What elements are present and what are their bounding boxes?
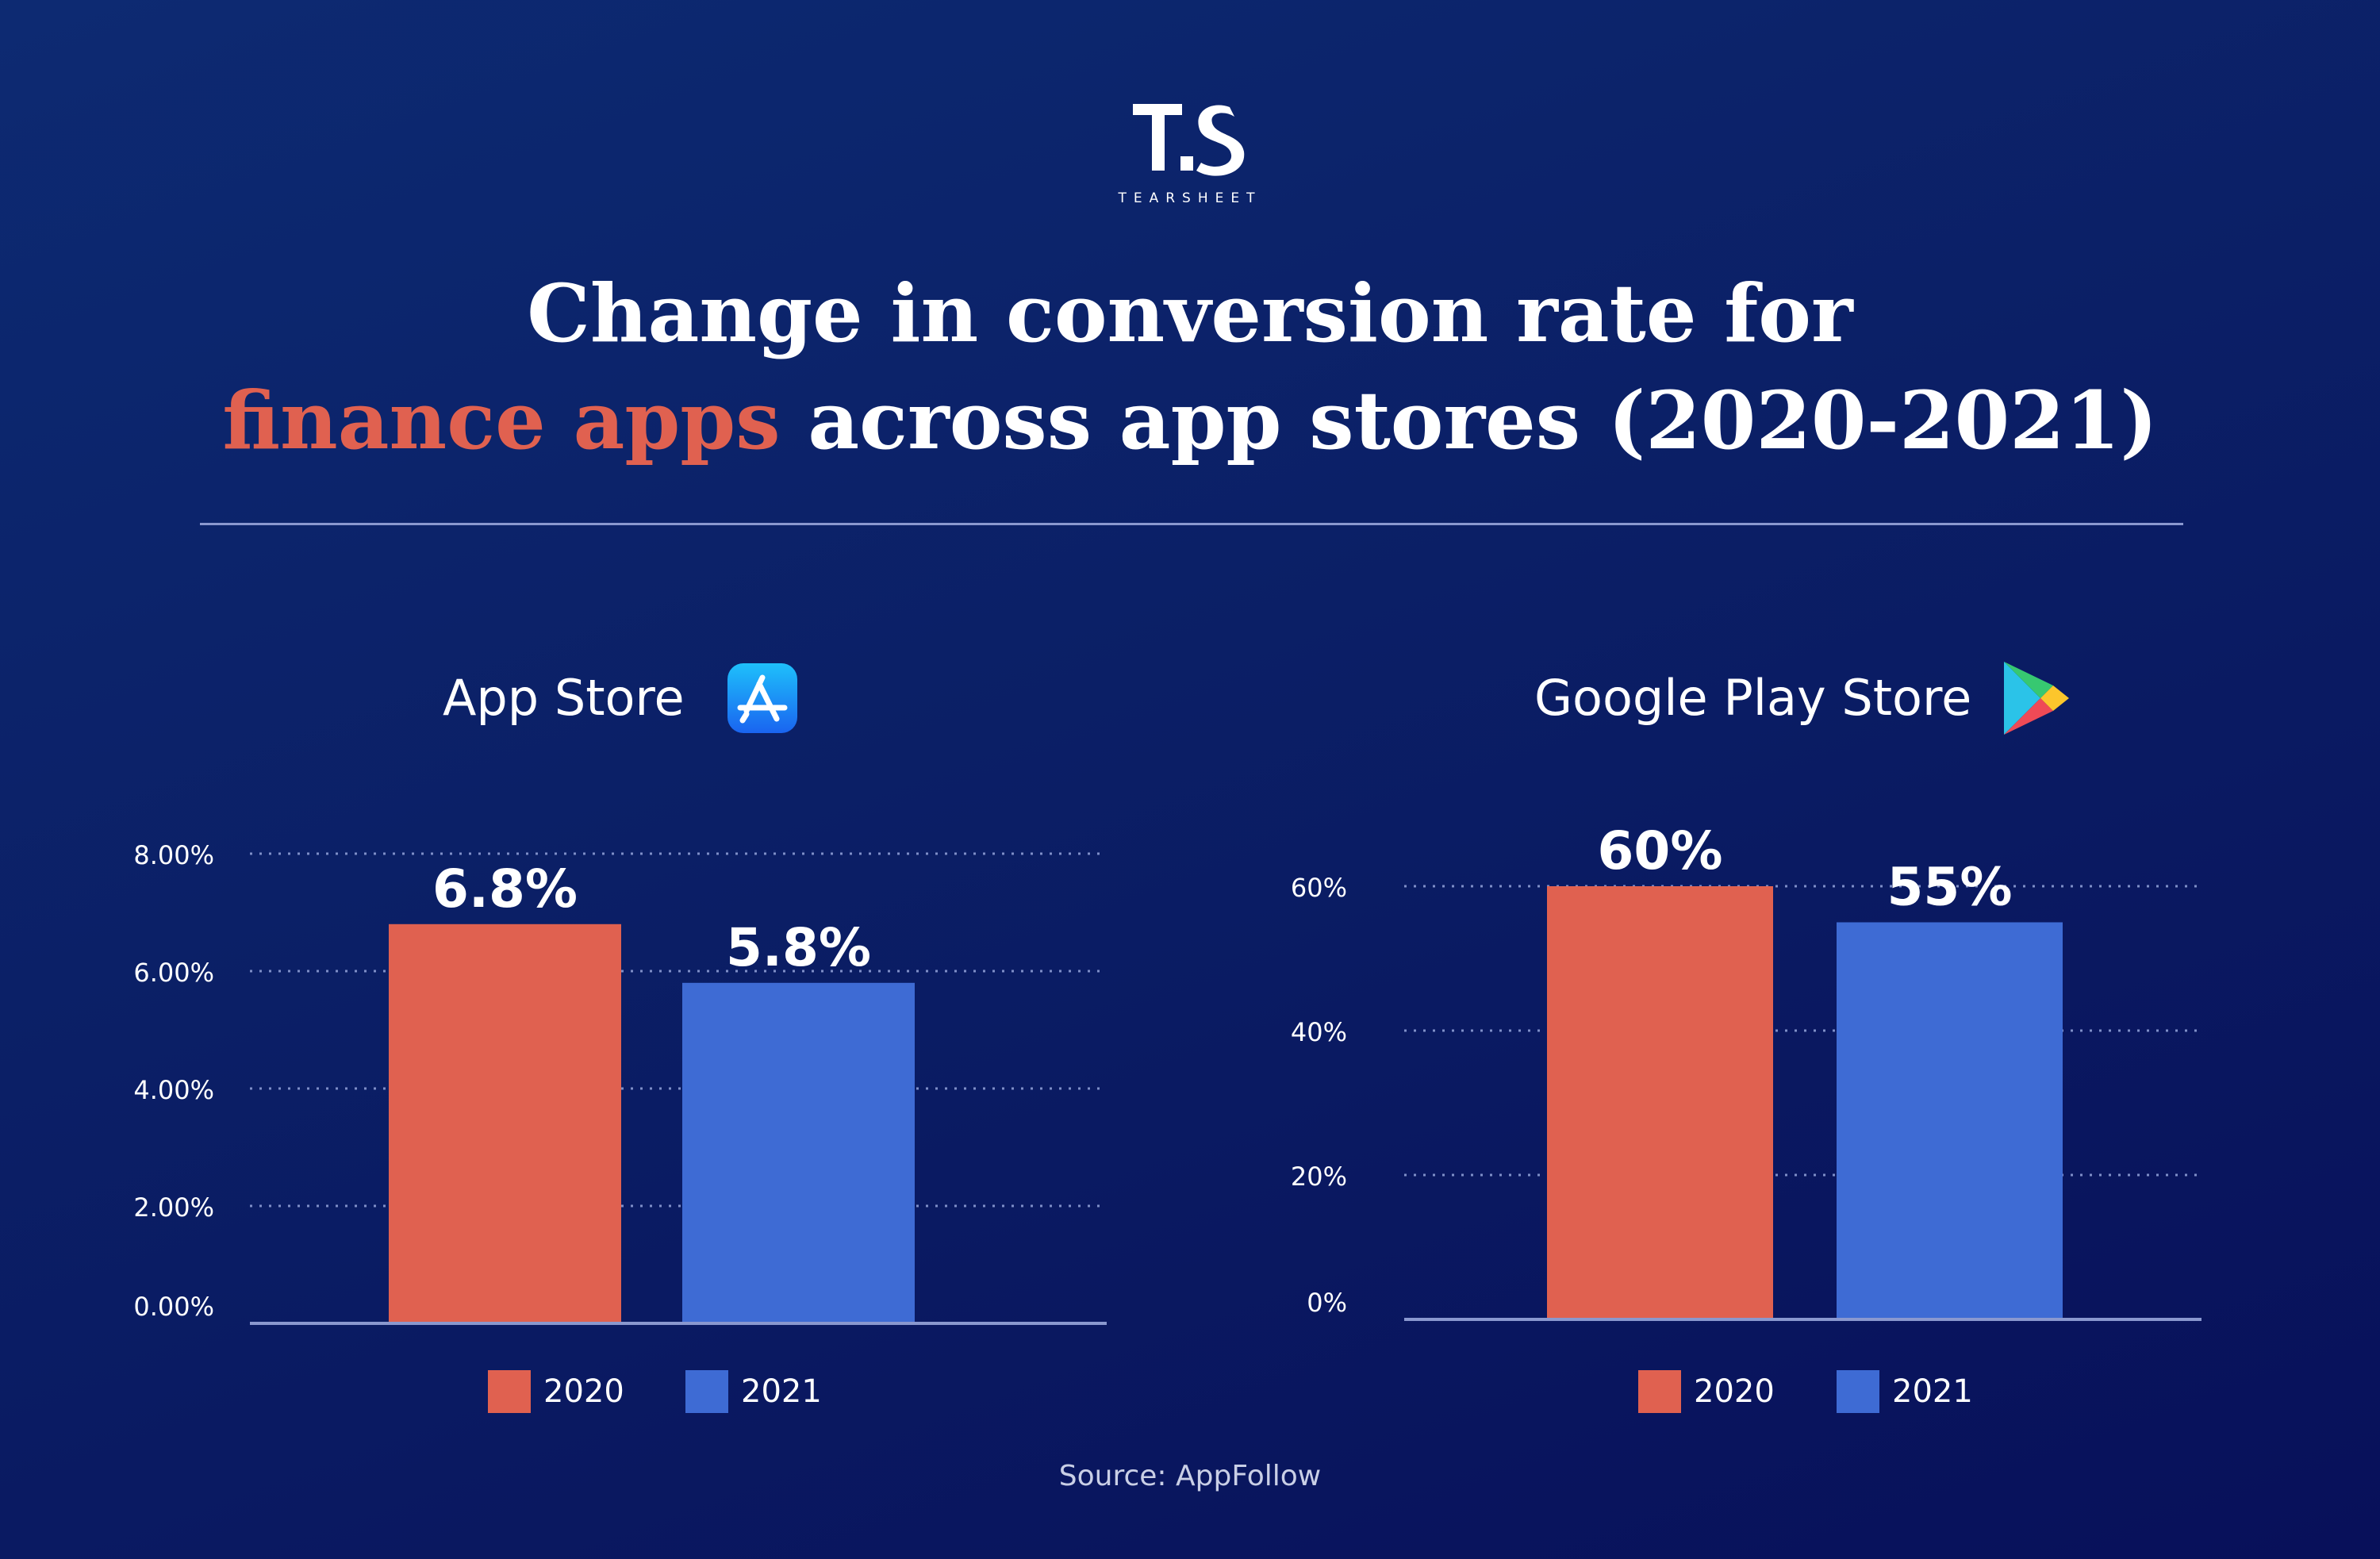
title-divider — [200, 523, 2183, 525]
app-store-icon — [727, 663, 797, 733]
app-store-heading: App Store — [443, 669, 685, 727]
legend-label-2021: 2021 — [741, 1373, 822, 1410]
data-label: 6.8% — [432, 858, 578, 920]
y-tick-label: 40% — [1291, 1017, 1347, 1047]
bar — [389, 923, 621, 1323]
bar — [1547, 886, 1773, 1319]
y-tick-label: 20% — [1291, 1162, 1347, 1192]
legend-swatch-2020 — [1638, 1370, 1681, 1413]
legend-swatch-2021 — [1837, 1370, 1879, 1413]
title-rest: across app stores (2020-2021) — [780, 374, 2158, 467]
legend-label-2020: 2020 — [1694, 1373, 1775, 1410]
source-note: Source: AppFollow — [1058, 1460, 1322, 1492]
y-tick-label: 8.00% — [133, 840, 214, 870]
legend-label-2020: 2020 — [543, 1373, 624, 1410]
legend-label-2021: 2021 — [1892, 1373, 1973, 1410]
bar — [682, 982, 915, 1323]
y-tick-label: 0% — [1307, 1288, 1347, 1318]
legend-swatch-2020 — [488, 1370, 531, 1413]
legend-swatch-2021 — [685, 1370, 728, 1413]
data-label: 5.8% — [726, 917, 871, 978]
y-tick-label: 60% — [1291, 873, 1347, 903]
bar — [1837, 922, 2063, 1319]
data-label: 60% — [1598, 820, 1723, 881]
y-tick-label: 0.00% — [133, 1292, 214, 1322]
page-title-line1: Change in conversion rate for — [527, 267, 1853, 360]
y-tick-label: 2.00% — [133, 1192, 214, 1223]
y-tick-label: 4.00% — [133, 1075, 214, 1105]
y-tick-label: 6.00% — [133, 958, 214, 988]
logo-wordmark: TEARSHEET — [1118, 190, 1262, 206]
title-accent: finance apps — [222, 374, 781, 467]
tearsheet-logo — [1133, 104, 1245, 176]
google-play-heading: Google Play Store — [1534, 669, 1972, 727]
page-title-line2: finance apps across app stores (2020-202… — [0, 369, 2380, 472]
google-play-icon — [2004, 662, 2069, 735]
data-label: 55% — [1887, 857, 2013, 918]
